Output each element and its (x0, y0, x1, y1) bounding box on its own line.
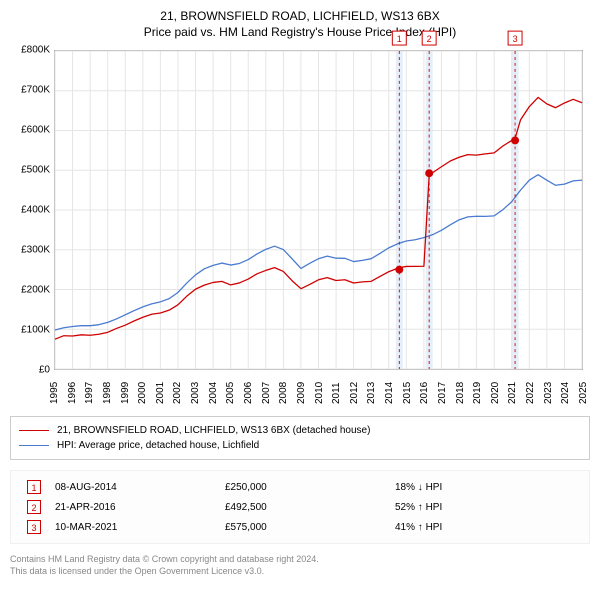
marker-diff: 18% ↓ HPI (389, 477, 579, 497)
x-tick-label: 1998 (102, 382, 113, 404)
legend-box: 21, BROWNSFIELD ROAD, LICHFIELD, WS13 6B… (10, 416, 590, 460)
x-axis-labels: 1995199619971998199920002001200220032004… (54, 376, 583, 412)
marker-table-box: 1 08-AUG-2014£250,00018% ↓ HPI 2 21-APR-201… (10, 470, 590, 544)
x-tick-label: 2002 (172, 382, 183, 404)
y-tick-label: £800K (10, 45, 50, 56)
footer-line-2: This data is licensed under the Open Gov… (10, 566, 590, 578)
marker-row: 1 08-AUG-2014£250,00018% ↓ HPI (21, 477, 579, 497)
x-tick-label: 2020 (490, 382, 501, 404)
marker-date: 08-AUG-2014 (49, 477, 219, 497)
y-tick-label: £700K (10, 85, 50, 96)
x-tick-label: 2009 (296, 382, 307, 404)
marker-price: £575,000 (219, 517, 389, 537)
x-tick-label: 2024 (560, 382, 571, 404)
x-tick-label: 2004 (208, 382, 219, 404)
page-wrap: 21, BROWNSFIELD ROAD, LICHFIELD, WS13 6B… (0, 0, 600, 590)
legend-row: HPI: Average price, detached house, Lich… (19, 438, 581, 453)
x-tick-label: 2007 (261, 382, 272, 404)
marker-badge: 1 (27, 480, 41, 494)
y-tick-label: £200K (10, 285, 50, 296)
y-tick-label: £600K (10, 125, 50, 136)
marker-row: 3 10-MAR-2021£575,00041% ↑ HPI (21, 517, 579, 537)
y-tick-label: £100K (10, 325, 50, 336)
x-tick-label: 1999 (120, 382, 131, 404)
footer-text: Contains HM Land Registry data © Crown c… (10, 554, 590, 577)
footer-line-1: Contains HM Land Registry data © Crown c… (10, 554, 590, 566)
y-tick-label: £400K (10, 205, 50, 216)
x-tick-label: 1997 (84, 382, 95, 404)
x-tick-label: 2014 (384, 382, 395, 404)
marker-badge: 2 (27, 500, 41, 514)
marker-diff: 52% ↑ HPI (389, 497, 579, 517)
y-tick-label: £300K (10, 245, 50, 256)
x-tick-label: 1995 (49, 382, 60, 404)
legend-swatch (19, 430, 49, 431)
marker-table: 1 08-AUG-2014£250,00018% ↓ HPI 2 21-APR-201… (21, 477, 579, 537)
legend-row: 21, BROWNSFIELD ROAD, LICHFIELD, WS13 6B… (19, 423, 581, 438)
legend-label: 21, BROWNSFIELD ROAD, LICHFIELD, WS13 6B… (57, 423, 370, 438)
x-tick-label: 2021 (507, 382, 518, 404)
x-tick-label: 2019 (472, 382, 483, 404)
legend-swatch (19, 445, 49, 446)
x-tick-label: 1996 (67, 382, 78, 404)
x-tick-label: 2006 (243, 382, 254, 404)
x-tick-label: 2008 (278, 382, 289, 404)
plot-area: 123 (54, 50, 583, 370)
x-tick-label: 2003 (190, 382, 201, 404)
marker-diff: 41% ↑ HPI (389, 517, 579, 537)
x-tick-label: 2013 (366, 382, 377, 404)
x-tick-label: 2016 (419, 382, 430, 404)
x-tick-label: 2011 (331, 383, 342, 405)
x-tick-label: 2022 (525, 382, 536, 404)
marker-badge: 3 (27, 520, 41, 534)
svg-text:2: 2 (427, 34, 432, 44)
x-tick-label: 2010 (314, 382, 325, 404)
x-tick-label: 2025 (578, 382, 589, 404)
y-tick-label: £0 (10, 365, 50, 376)
x-tick-label: 2000 (137, 382, 148, 404)
title-line-1: 21, BROWNSFIELD ROAD, LICHFIELD, WS13 6B… (10, 8, 590, 24)
x-tick-label: 2005 (225, 382, 236, 404)
chart-titles: 21, BROWNSFIELD ROAD, LICHFIELD, WS13 6B… (10, 8, 590, 40)
x-tick-label: 2023 (543, 382, 554, 404)
svg-text:1: 1 (397, 34, 402, 44)
marker-price: £250,000 (219, 477, 389, 497)
plot-svg: 123 (55, 51, 582, 369)
title-line-2: Price paid vs. HM Land Registry's House … (10, 24, 590, 40)
x-tick-label: 2001 (155, 382, 166, 404)
marker-date: 10-MAR-2021 (49, 517, 219, 537)
y-tick-label: £500K (10, 165, 50, 176)
x-tick-label: 2015 (402, 382, 413, 404)
marker-date: 21-APR-2016 (49, 497, 219, 517)
marker-price: £492,500 (219, 497, 389, 517)
legend-label: HPI: Average price, detached house, Lich… (57, 438, 259, 453)
x-tick-label: 2018 (455, 382, 466, 404)
marker-row: 2 21-APR-2016£492,50052% ↑ HPI (21, 497, 579, 517)
x-tick-label: 2017 (437, 382, 448, 404)
svg-text:3: 3 (513, 34, 518, 44)
chart-frame: £0 £100K £200K £300K £400K £500K £600K £700K £80… (10, 46, 590, 406)
x-tick-label: 2012 (349, 382, 360, 404)
